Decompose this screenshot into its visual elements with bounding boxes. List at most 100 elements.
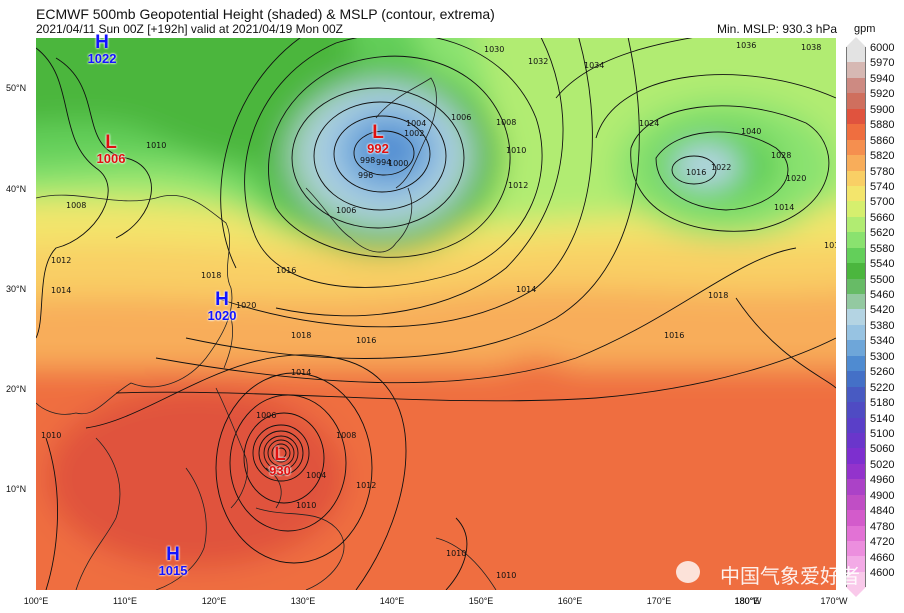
colorbar-segment	[846, 371, 866, 387]
colorbar-tick-label: 4720	[870, 536, 895, 549]
colorbar-segment	[846, 247, 866, 264]
colorbar-segment	[846, 448, 866, 464]
isobar-label: 1010	[146, 141, 166, 150]
colorbar-tick-label: 5970	[870, 57, 895, 70]
high-pressure-marker: H 1020	[208, 290, 237, 323]
colorbar-tick-label: 4780	[870, 520, 895, 533]
colorbar-segment	[846, 324, 866, 341]
colorbar-segment	[846, 155, 866, 171]
lat-label-30n: 30°N	[6, 284, 27, 294]
isobar-label: 1014	[516, 285, 536, 294]
colorbar-tick-label: 4960	[870, 474, 895, 487]
isobar-label: 1038	[801, 43, 821, 52]
colorbar-segment	[846, 463, 866, 480]
lon-label-150e: 150°E	[468, 596, 494, 606]
isobar-label: 1004	[406, 119, 426, 128]
colorbar-unit: gpm	[854, 23, 876, 35]
isobars	[36, 38, 836, 590]
lon-label-180e: 180°E	[734, 596, 760, 606]
isobar-label: 1016	[276, 266, 296, 275]
low-pressure-marker: L 992	[367, 123, 389, 156]
isobar-label: 1036	[736, 41, 756, 50]
colorbar-tick-label: 5900	[870, 103, 895, 116]
colorbar-tick-label: 5020	[870, 458, 895, 471]
colorbar-tick-label: 5620	[870, 227, 895, 240]
low-value: 930	[269, 463, 291, 478]
isobar-label: 1000	[388, 159, 408, 168]
colorbar-tick-label: 5500	[870, 273, 895, 286]
colorbar-segment	[846, 494, 866, 511]
colorbar-tick-label: 5260	[870, 366, 895, 379]
high-pressure-marker: H 1022	[88, 33, 117, 66]
chart-title: ECMWF 500mb Geopotential Height (shaded)…	[36, 6, 495, 22]
colorbar-tick-label: 5180	[870, 397, 895, 410]
isobar-label: 1032	[528, 57, 548, 66]
high-pressure-marker: H 1015	[159, 545, 188, 578]
high-value: 1015	[158, 563, 188, 578]
isobar-label: 1010	[296, 501, 316, 510]
isobar-label: 1020	[236, 301, 256, 310]
colorbar-bottom-arrow	[846, 587, 866, 597]
colorbar-segment	[846, 201, 866, 217]
colorbar-segment	[846, 479, 866, 495]
colorbar-tick-label: 6000	[870, 42, 895, 54]
colorbar-segment	[846, 417, 866, 433]
colorbar-tick-label: 5540	[870, 258, 895, 271]
colorbar-segment	[846, 556, 866, 572]
isobar-label: 1016	[356, 336, 376, 345]
isobar-label: 1006	[451, 113, 471, 122]
high-letter: H	[166, 544, 180, 565]
isobar-label: 1022	[711, 163, 731, 172]
high-value: 1020	[207, 308, 237, 323]
isobar-value-labels: 1030 1032 1034 1036 1038 1040 1024 1028 1022 1020…	[41, 41, 836, 580]
isobar-label: 994	[376, 158, 391, 167]
wechat-icon	[676, 561, 700, 583]
colorbar-tick-label: 5380	[870, 319, 895, 332]
isobar-label: 1016	[686, 168, 706, 177]
geopotential-map: 1030 1032 1034 1036 1038 1040 1024 1028 1022 1020…	[36, 38, 836, 590]
min-mslp-label: Min. MSLP: 930.3 hPa	[717, 22, 838, 36]
colorbar-tick-label: 5300	[870, 350, 895, 363]
lon-label-140e: 140°E	[379, 596, 405, 606]
colorbar-segment	[846, 263, 866, 279]
colorbar-tick-label: 5580	[870, 242, 895, 255]
colorbar-segment	[846, 93, 866, 109]
isobar-label: 1014	[291, 368, 311, 377]
isobar-label: 1018	[708, 291, 728, 300]
isobar-label: 1014	[774, 203, 794, 212]
low-pressure-marker: L 1006	[97, 133, 126, 166]
colorbar-segment	[846, 62, 866, 78]
isobar-label: 1006	[256, 411, 276, 420]
isobar-label: 1018	[201, 271, 221, 280]
colorbar-segment	[846, 47, 866, 63]
colorbar-tick-label: 5860	[870, 134, 895, 147]
isobar-label: 1010	[41, 431, 61, 440]
colorbar-tick-label: 5340	[870, 335, 895, 348]
lon-label-110e: 110°E	[113, 596, 137, 606]
lon-label-170w: 170°W	[820, 596, 848, 606]
lat-label-50n: 50°N	[6, 83, 27, 93]
colorbar-segment	[846, 124, 866, 140]
lat-label-40n: 40°N	[6, 184, 27, 194]
colorbar-tick-label: 5940	[870, 72, 895, 85]
lon-label-130e: 130°E	[290, 596, 316, 606]
colorbar-segment	[846, 510, 866, 526]
isobar-label: 996	[358, 171, 373, 180]
isobar-label: 1020	[786, 174, 806, 183]
colorbar-tick-label: 5920	[870, 88, 895, 101]
low-letter: L	[372, 122, 384, 143]
isobar-label: 1002	[404, 129, 424, 138]
isobar-label: 1010	[496, 571, 516, 580]
isobar-label: 1028	[771, 151, 791, 160]
watermark-text: 中国气象爱好者	[720, 566, 860, 588]
colorbar-tick-label: 4900	[870, 489, 895, 502]
isobar-label: 1012	[356, 481, 376, 490]
isobar-label: 1012	[508, 181, 528, 190]
colorbar-tick-label: 5660	[870, 211, 895, 224]
lon-label-180w: 180°W	[734, 596, 762, 606]
colorbar-segment	[846, 340, 866, 356]
colorbar-tick-label: 4660	[870, 551, 895, 564]
colorbar-segment	[846, 541, 866, 557]
isobar-label: 1040	[741, 127, 761, 136]
colorbar-tick-label: 5780	[870, 165, 895, 178]
